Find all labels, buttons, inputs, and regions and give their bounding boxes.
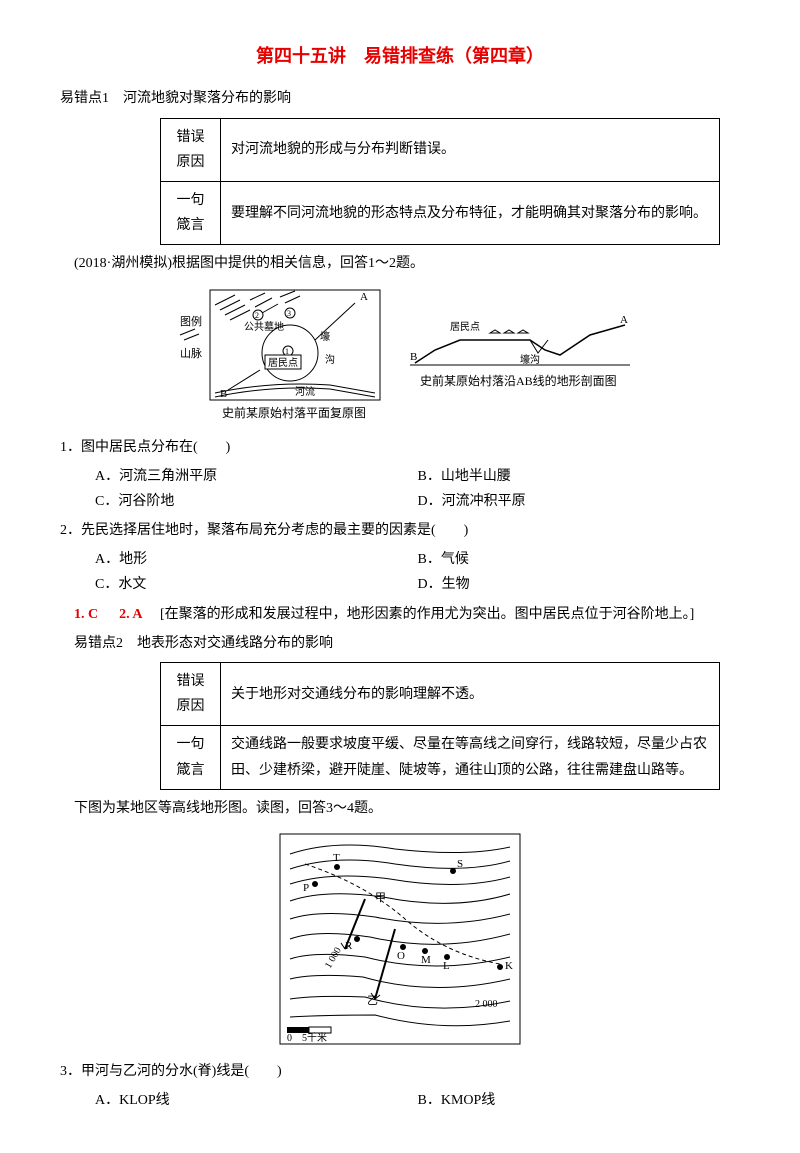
table-row: 一句 箴言 要理解不同河流地貌的形态特点及分布特征，才能明确其对聚落分布的影响。 [161, 181, 720, 244]
svg-text:图例: 图例 [180, 314, 202, 328]
svg-text:乙: 乙 [367, 994, 378, 1007]
diagram-1-intro: (2018·湖州模拟)根据图中提供的相关信息，回答1～2题。 [60, 251, 740, 276]
svg-text:A: A [620, 314, 628, 326]
svg-text:山脉: 山脉 [180, 346, 202, 360]
ans-1: 1. C [74, 607, 98, 622]
table-row: 一句 箴言 交通线路一般要求坡度平缓、尽量在等高线之间穿行，线路较短，尽量少占农… [161, 726, 720, 789]
q1-D: D．河流冲积平原 [418, 489, 741, 514]
svg-text:T: T [333, 852, 340, 864]
t2-r2c1: 一句 箴言 [161, 726, 221, 789]
page-title: 第四十五讲 易错排查练（第四章） [60, 40, 740, 72]
svg-text:沟: 沟 [325, 353, 335, 366]
table-row: 错误 原因 对河流地貌的形成与分布判断错误。 [161, 118, 720, 181]
q2-D: D．生物 [418, 572, 741, 597]
svg-text:B: B [220, 388, 227, 400]
svg-text:史前某原始村落平面复原图: 史前某原始村落平面复原图 [222, 405, 366, 420]
ans-exp: [在聚落的形成和发展过程中，地形因素的作用尤为突出。图中居民点位于河谷阶地上。] [146, 607, 694, 622]
svg-text:公共墓地: 公共墓地 [244, 320, 284, 333]
q1-C: C．河谷阶地 [95, 489, 418, 514]
q3-stem: 3．甲河与乙河的分水(脊)线是( ) [60, 1059, 740, 1084]
q1-stem: 1．图中居民点分布在( ) [60, 435, 740, 460]
table-row: 错误 原因 关于地形对交通线分布的影响理解不透。 [161, 663, 720, 726]
diagram-1: 2 3 公共墓地 1 居民点 壕 沟 河流 A B 图例 山脉 史前某原始村落平… [60, 285, 740, 425]
answer-1-2: 1. C 2. A [在聚落的形成和发展过程中，地形因素的作用尤为突出。图中居民… [60, 602, 740, 627]
svg-text:史前某原始村落沿AB线的地形剖面图: 史前某原始村落沿AB线的地形剖面图 [420, 373, 617, 388]
svg-text:M: M [421, 954, 431, 966]
q2-B: B．气候 [418, 547, 741, 572]
svg-text:居民点: 居民点 [450, 321, 480, 333]
svg-text:3: 3 [287, 309, 291, 318]
svg-text:L: L [443, 960, 450, 972]
q1-options: A．河流三角洲平原 B．山地半山腰 C．河谷阶地 D．河流冲积平原 [95, 464, 740, 514]
svg-text:壕沟: 壕沟 [520, 353, 540, 366]
t1-r2c1: 一句 箴言 [161, 181, 221, 244]
q3-A: A．KLOP线 [95, 1088, 418, 1113]
t1-r1c2: 对河流地貌的形成与分布判断错误。 [221, 118, 720, 181]
svg-text:B: B [410, 351, 417, 363]
t2-r2c2: 交通线路一般要求坡度平缓、尽量在等高线之间穿行，线路较短，尽量少占农田、少建桥梁… [221, 726, 720, 789]
svg-text:R: R [345, 940, 353, 952]
svg-text:壕: 壕 [320, 330, 330, 343]
table-2: 错误 原因 关于地形对交通线分布的影响理解不透。 一句 箴言 交通线路一般要求坡… [160, 662, 720, 790]
svg-text:2 000: 2 000 [475, 999, 498, 1010]
q1-B: B．山地半山腰 [418, 464, 741, 489]
q3-options: A．KLOP线 B．KMOP线 [95, 1088, 740, 1113]
t1-r1c1: 错误 原因 [161, 118, 221, 181]
ans-2: 2. A [119, 607, 142, 622]
svg-text:A: A [360, 291, 368, 303]
svg-text:甲: 甲 [375, 892, 386, 904]
svg-text:河流: 河流 [295, 385, 315, 398]
svg-text:S: S [457, 858, 463, 870]
t2-r1c2: 关于地形对交通线分布的影响理解不透。 [221, 663, 720, 726]
q1-A: A．河流三角洲平原 [95, 464, 418, 489]
t1-r2c2: 要理解不同河流地貌的形态特点及分布特征，才能明确其对聚落分布的影响。 [221, 181, 720, 244]
q2-A: A．地形 [95, 547, 418, 572]
diagram-2: T P S 甲 R O M L K 乙 1 000 2 000 0 5千米 [60, 829, 740, 1049]
q2-stem: 2．先民选择居住地时，聚落布局充分考虑的最主要的因素是( ) [60, 518, 740, 543]
svg-text:P: P [303, 882, 309, 894]
diagram-2-intro: 下图为某地区等高线地形图。读图，回答3～4题。 [60, 796, 740, 821]
svg-text:2: 2 [255, 311, 259, 320]
svg-text:居民点: 居民点 [268, 357, 298, 369]
svg-text:K: K [505, 960, 513, 972]
q2-C: C．水文 [95, 572, 418, 597]
mistake-point-2-heading: 易错点2 地表形态对交通线路分布的影响 [60, 631, 740, 656]
t2-r1c1: 错误 原因 [161, 663, 221, 726]
svg-text:O: O [397, 950, 405, 962]
mistake-point-1-heading: 易错点1 河流地貌对聚落分布的影响 [60, 86, 740, 111]
table-1: 错误 原因 对河流地貌的形成与分布判断错误。 一句 箴言 要理解不同河流地貌的形… [160, 118, 720, 246]
q3-B: B．KMOP线 [418, 1088, 741, 1113]
svg-text:0 5千米: 0 5千米 [287, 1031, 327, 1044]
q2-options: A．地形 B．气候 C．水文 D．生物 [95, 547, 740, 597]
